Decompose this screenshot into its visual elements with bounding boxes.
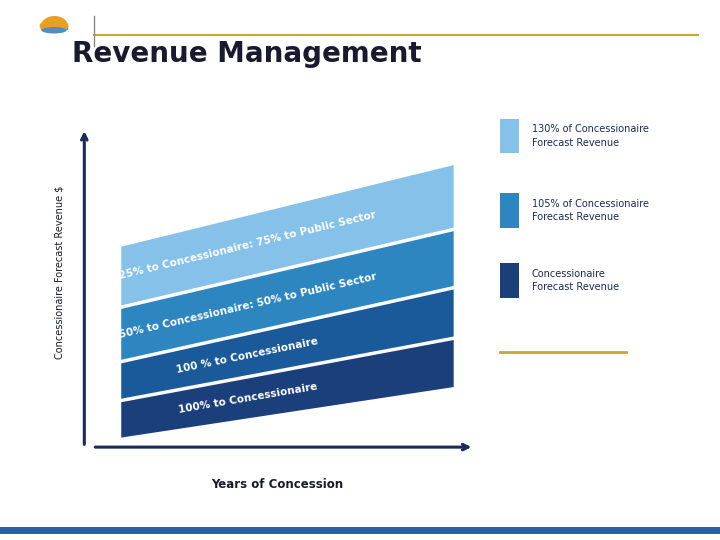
Bar: [500, 193, 519, 228]
Polygon shape: [121, 163, 454, 307]
Text: 130% of Concessionaire
Forecast Revenue: 130% of Concessionaire Forecast Revenue: [531, 125, 649, 147]
Polygon shape: [121, 338, 454, 440]
Text: Years of Concession: Years of Concession: [211, 478, 343, 491]
Bar: [500, 119, 519, 153]
Text: 50% to Concessionaire: 50% to Public Sector: 50% to Concessionaire: 50% to Public Sec…: [118, 272, 377, 340]
Text: 25% to Concessionaire: 75% to Public Sector: 25% to Concessionaire: 75% to Public Sec…: [118, 210, 377, 281]
Polygon shape: [121, 230, 454, 362]
Text: Concessionaire
Forecast Revenue: Concessionaire Forecast Revenue: [531, 268, 619, 292]
Ellipse shape: [40, 19, 68, 33]
Bar: [500, 263, 519, 298]
Text: 105% of Concessionaire
Forecast Revenue: 105% of Concessionaire Forecast Revenue: [531, 199, 649, 222]
Text: 100% to Concessionaire: 100% to Concessionaire: [177, 382, 318, 415]
Text: Concessionaire Forecast Revenue $: Concessionaire Forecast Revenue $: [55, 185, 65, 359]
Text: 100 % to Concessionaire: 100 % to Concessionaire: [176, 336, 320, 375]
Polygon shape: [121, 288, 454, 401]
Ellipse shape: [42, 27, 66, 33]
Text: Revenue Management: Revenue Management: [72, 39, 422, 68]
